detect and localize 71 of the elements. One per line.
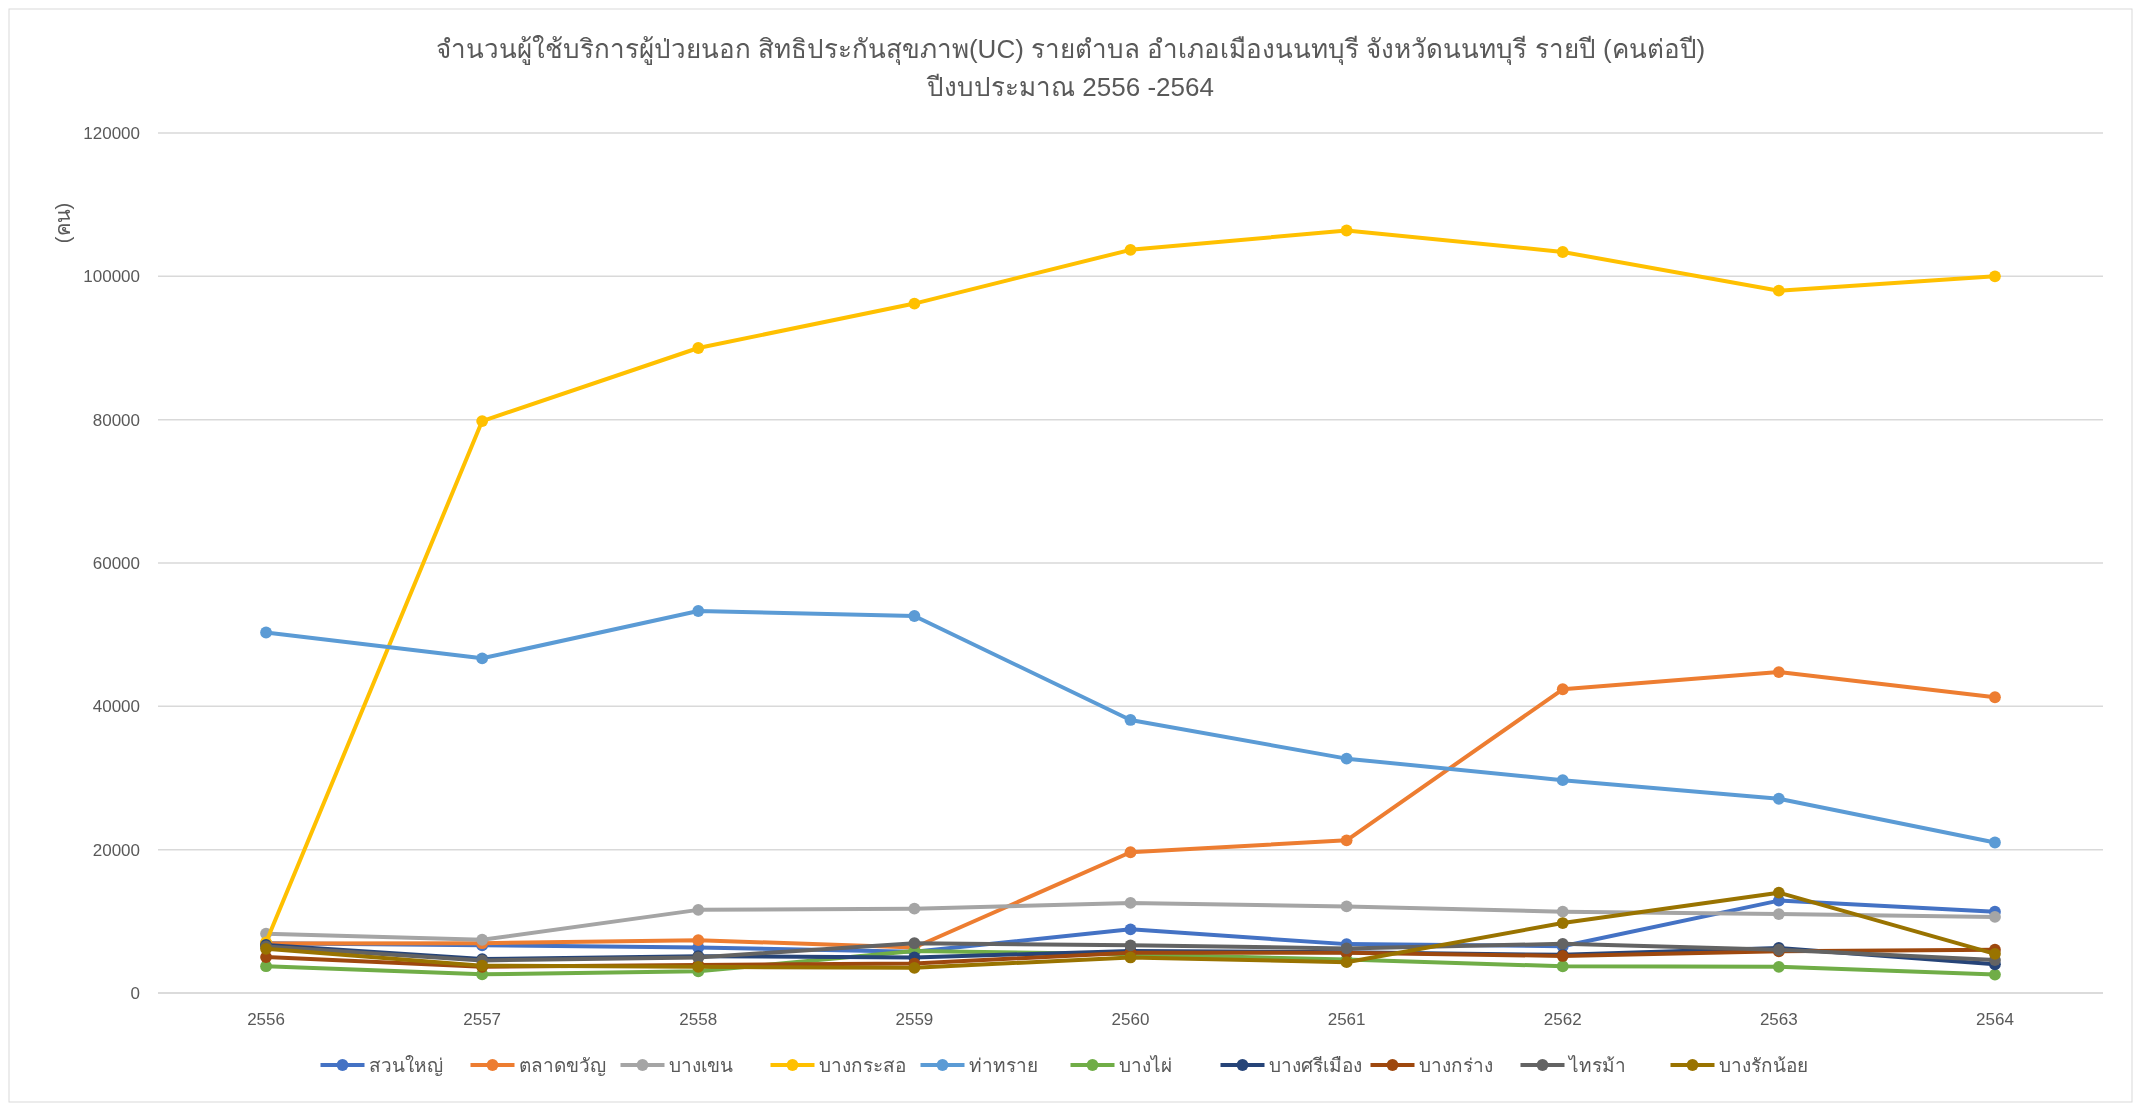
x-tick-label: 2559 [895, 1010, 934, 1029]
legend-label: บางรักน้อย [1718, 1054, 1808, 1076]
point [908, 297, 921, 310]
point [1124, 846, 1137, 859]
point [476, 415, 489, 428]
y-tick-label: 60000 [92, 553, 140, 573]
point [1989, 270, 2001, 283]
legend-label: ตลาดขวัญ [518, 1054, 606, 1077]
point [1772, 284, 1785, 297]
point [1989, 968, 2001, 981]
x-tick-label: 2564 [1976, 1010, 2014, 1029]
y-tick-label: 100000 [83, 267, 140, 287]
point [1124, 939, 1137, 952]
chart-subtitle: ปีงบประมาณ 2556 -2564 [926, 72, 1214, 102]
point [1556, 774, 1569, 787]
point [692, 342, 705, 354]
point [908, 610, 921, 622]
point [1772, 908, 1785, 920]
x-tick-label: 2563 [1759, 1010, 1798, 1029]
point [908, 937, 921, 950]
point [1340, 942, 1353, 955]
x-tick-label: 2560 [1111, 1010, 1150, 1029]
point [1772, 792, 1785, 805]
point [476, 933, 489, 946]
point [1340, 834, 1353, 847]
legend-label: บางเขน [668, 1054, 733, 1076]
point [692, 903, 705, 916]
legend-label: ท่าทราย [968, 1054, 1038, 1076]
legend-label: สวนใหญ่ [368, 1054, 443, 1077]
point [476, 652, 489, 665]
point [1556, 905, 1569, 918]
point [260, 626, 272, 639]
point [1556, 917, 1569, 929]
point [1124, 243, 1137, 256]
x-tick-label: 2561 [1327, 1010, 1366, 1029]
point [1340, 224, 1353, 237]
point [1989, 691, 2001, 704]
point [908, 961, 921, 974]
x-tick-label: 2562 [1543, 1010, 1582, 1029]
point [1556, 960, 1569, 973]
y-tick-label: 120000 [83, 123, 140, 143]
legend-label: บางกร่าง [1418, 1054, 1493, 1076]
point [1772, 886, 1785, 899]
point [692, 934, 705, 947]
point [1989, 910, 2001, 923]
point [1124, 897, 1137, 909]
y-tick-label: 80000 [92, 410, 140, 430]
point [1772, 960, 1785, 973]
point [1772, 666, 1785, 678]
point [1989, 836, 2001, 849]
y-axis-title: (คน) [52, 202, 74, 244]
point [908, 902, 921, 915]
point [1124, 923, 1137, 936]
y-tick-label: 20000 [92, 840, 140, 860]
legend-label: บางศรีเมือง [1268, 1054, 1362, 1076]
point [1556, 246, 1569, 258]
y-tick-label: 0 [130, 983, 140, 1003]
x-tick-label: 2557 [463, 1010, 502, 1029]
point [1340, 900, 1353, 913]
chart-title: จำนวนผู้ใช้บริการผู้ป่วยนอก สิทธิประกันสุขภาพ(UC) รายตำบล อำเภอเมืองนนทบุรี จังหวัดนนทบุรี รายปี (คนต่อปี) [435, 34, 1706, 65]
point [1556, 683, 1569, 696]
point [692, 605, 705, 617]
point [1340, 752, 1353, 765]
point [1124, 714, 1137, 726]
legend-label: บางไผ่ [1118, 1054, 1172, 1076]
point [1989, 947, 2001, 960]
legend-label: ไทรม้า [1566, 1054, 1626, 1076]
x-tick-label: 2556 [247, 1010, 285, 1029]
x-tick-label: 2558 [679, 1010, 718, 1029]
y-tick-label: 40000 [92, 697, 140, 717]
legend-label: บางกระสอ [818, 1054, 906, 1076]
